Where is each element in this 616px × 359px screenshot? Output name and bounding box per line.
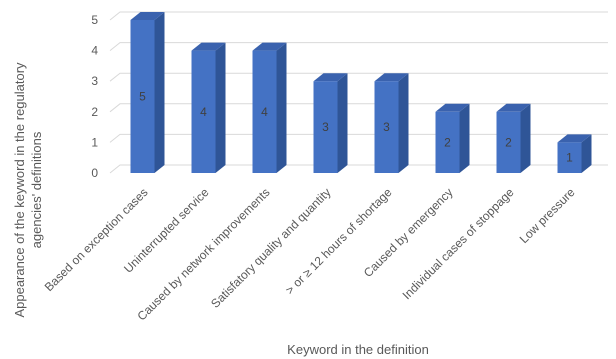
bar-side: [276, 42, 287, 173]
data-label: 4: [261, 105, 268, 119]
data-label: 1: [566, 151, 573, 165]
y-tick-label: 2: [91, 105, 98, 119]
data-label: 2: [505, 135, 512, 149]
x-axis-title: Keyword in the definition: [287, 342, 429, 357]
y-axis-title-line: Appearance of the keyword in the regulat…: [12, 62, 27, 318]
data-label: 2: [444, 135, 451, 149]
bar-front: [313, 81, 338, 173]
data-label: 4: [200, 105, 207, 119]
bar-front: [252, 50, 277, 173]
gridline: [109, 42, 608, 51]
bar-top: [496, 103, 531, 112]
bar: [496, 103, 531, 173]
bars: 5 4 4 3 3 2 2 1: [130, 12, 592, 173]
y-tick-label: 5: [91, 13, 98, 27]
bar-side: [520, 103, 531, 173]
y-tick-label: 1: [91, 135, 98, 149]
x-tick-label: Low pressure: [517, 185, 578, 246]
y-tick-label: 0: [91, 166, 98, 180]
x-tick-label: Satisfatory quality and quantity: [208, 185, 333, 310]
bar-side: [154, 12, 165, 173]
bar: [130, 12, 165, 173]
bar-side: [215, 42, 226, 173]
bar-top: [374, 73, 409, 82]
bar-side: [398, 73, 409, 173]
bar: [374, 73, 409, 173]
gridline: [109, 72, 608, 82]
gridlines: [109, 11, 608, 174]
gridline: [109, 103, 608, 113]
bar-front: [191, 50, 216, 173]
gridline: [109, 11, 608, 21]
bar-top: [130, 12, 165, 20]
y-axis-title-line: agencies' definitions: [29, 131, 44, 248]
bar-side: [337, 73, 348, 173]
bar-top: [435, 103, 470, 112]
gridline: [109, 164, 608, 174]
x-tick-label: Individual cases of stoppage: [400, 185, 517, 302]
bar-front: [130, 20, 155, 173]
x-tick-label: > or ≥ 12 hours of shortage: [283, 185, 395, 297]
y-axis-title: Appearance of the keyword in the regulat…: [12, 62, 44, 318]
x-tick-label: Caused by network improvements: [134, 185, 272, 323]
bar-top: [557, 134, 592, 143]
bar: [252, 42, 287, 173]
data-label: 3: [383, 120, 390, 134]
bar: [313, 73, 348, 173]
bar-top: [191, 42, 226, 51]
bar-front: [435, 111, 460, 173]
bar: [557, 134, 592, 173]
bar-side: [581, 134, 592, 173]
bar: [435, 103, 470, 173]
bar-top: [252, 42, 287, 51]
bar-front: [374, 81, 399, 173]
data-label: 5: [139, 90, 146, 104]
y-axis-ticks: 0 1 2 3 4 5: [91, 13, 98, 180]
bar-top: [313, 73, 348, 82]
bar-side: [459, 103, 470, 173]
y-tick-label: 3: [91, 74, 98, 88]
bar-front: [496, 111, 521, 173]
y-tick-label: 4: [91, 44, 98, 58]
gridline: [109, 133, 608, 143]
data-label: 3: [322, 120, 329, 134]
bar: [191, 42, 226, 173]
bar-front: [557, 142, 582, 173]
x-tick-label: Based on exception cases: [42, 185, 151, 294]
